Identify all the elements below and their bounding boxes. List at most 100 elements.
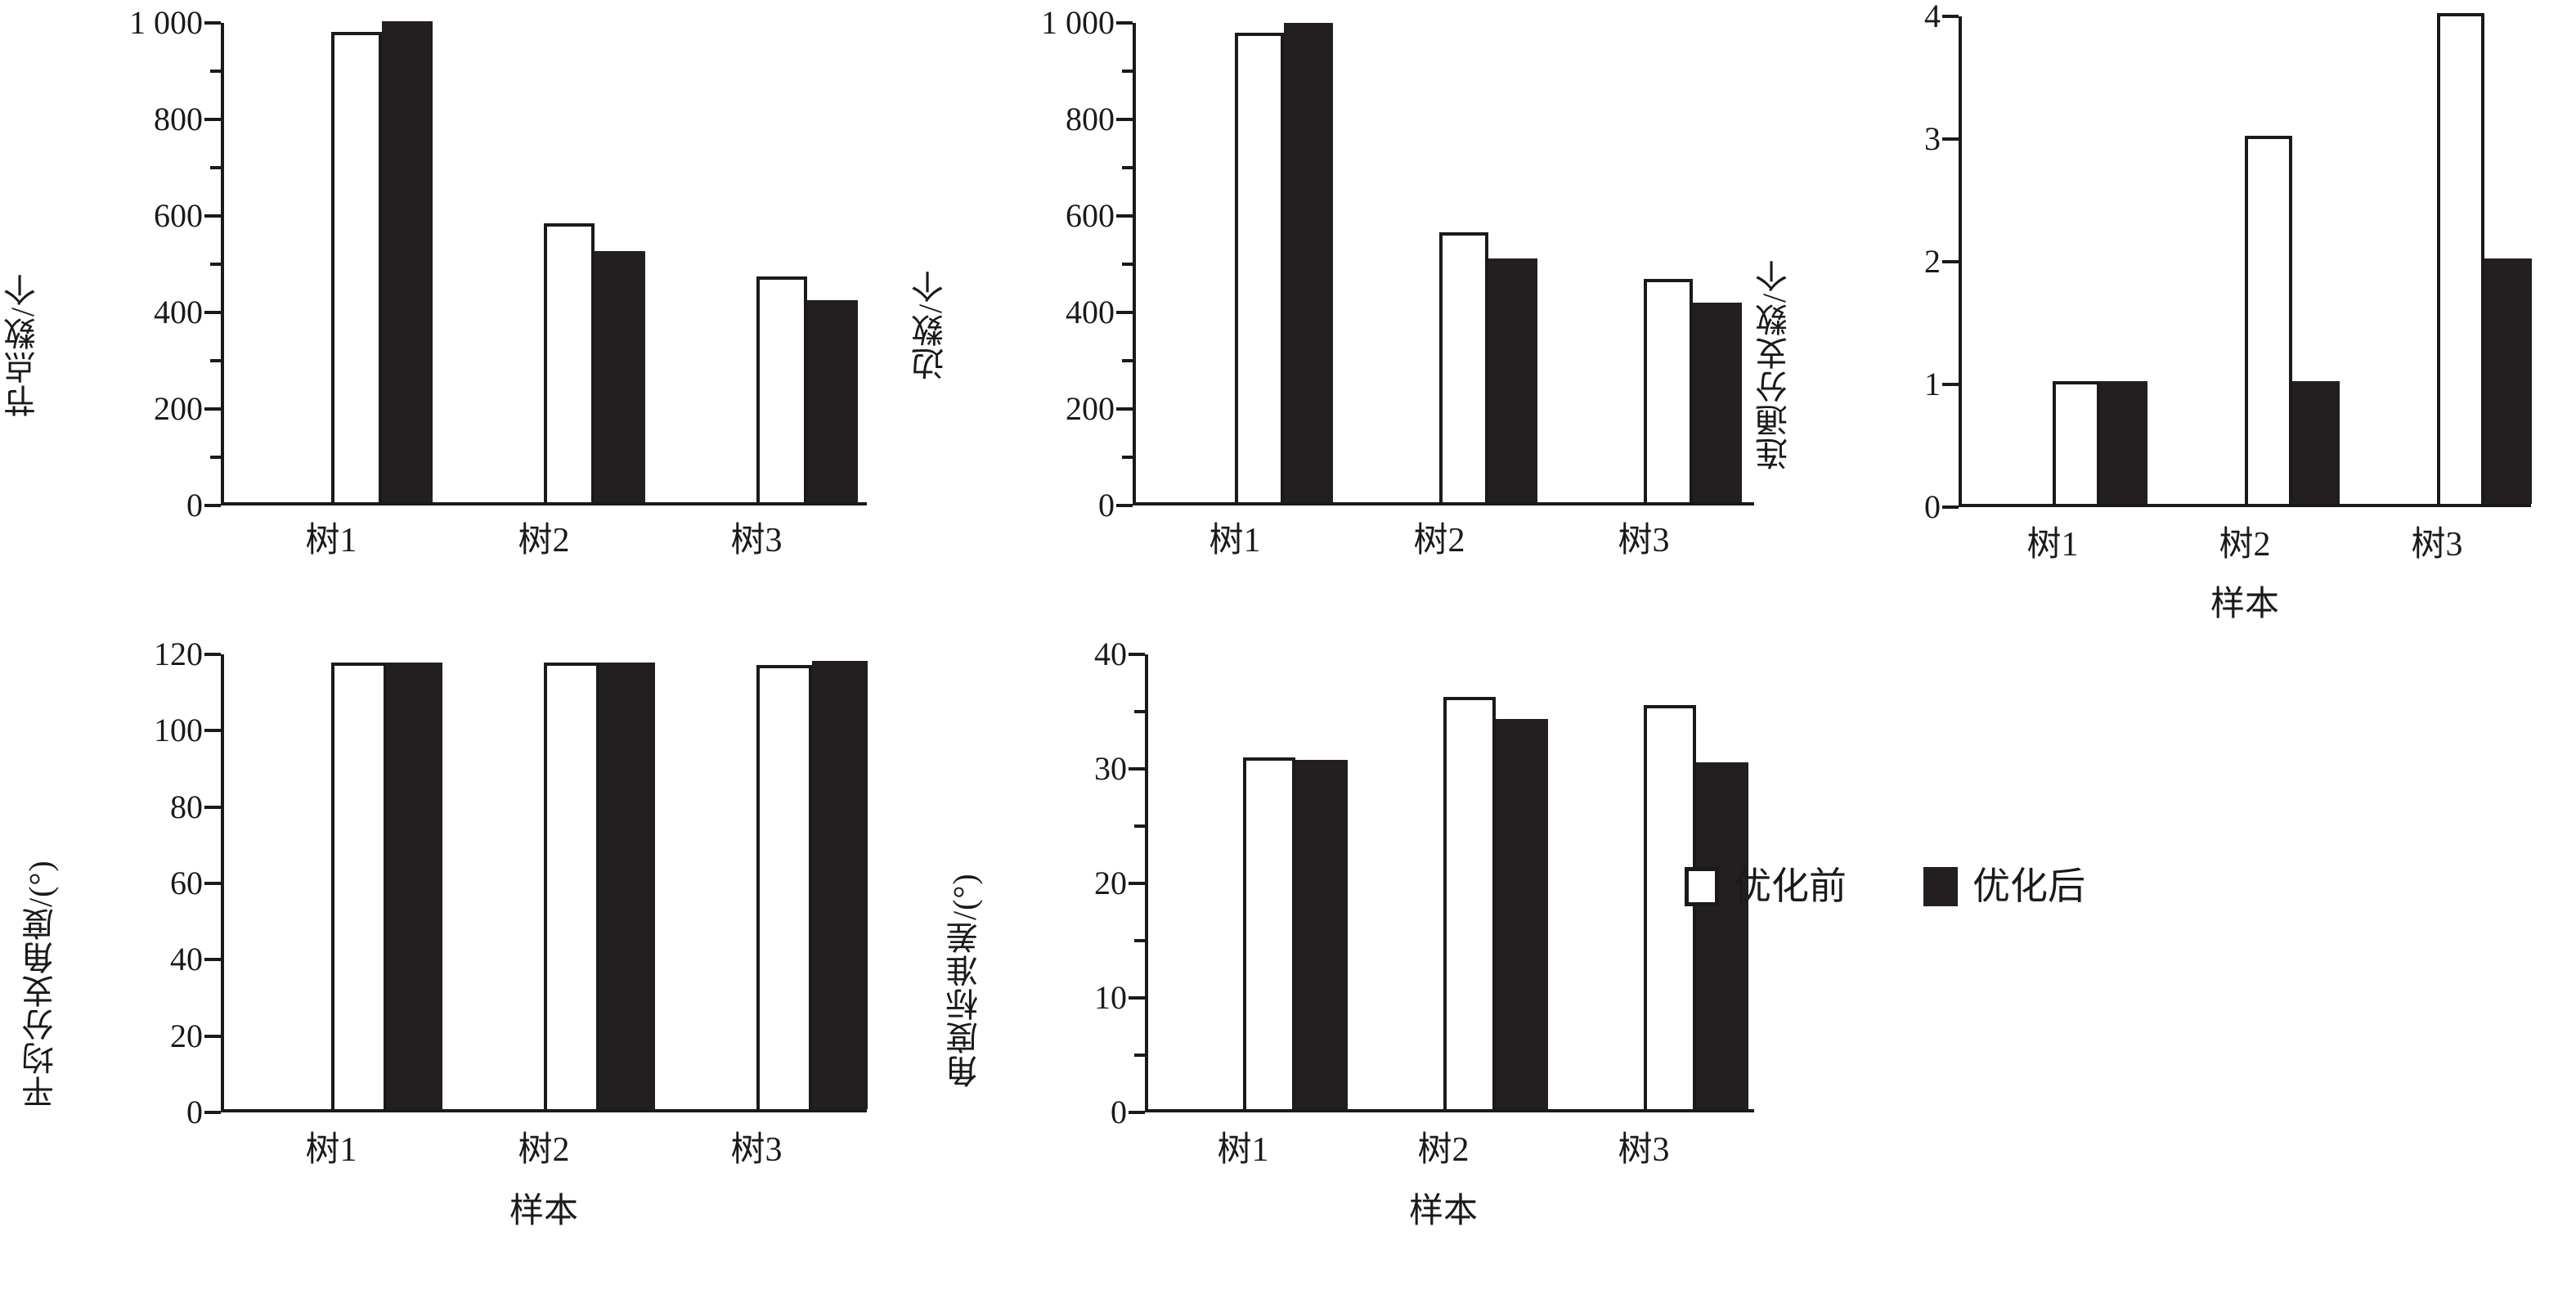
bar-group bbox=[2053, 13, 2147, 504]
x-axis-line bbox=[1133, 502, 1754, 505]
y-axis-minor-tick bbox=[1122, 359, 1133, 362]
y-axis-tick bbox=[1129, 882, 1145, 885]
x-tick-label: 树1 bbox=[1217, 1131, 1269, 1169]
y-axis-minor-tick bbox=[1122, 70, 1133, 73]
y-tick-label: 0 bbox=[1924, 488, 1941, 525]
bar-after-optimization bbox=[1693, 303, 1742, 502]
y-axis-minor-tick bbox=[1134, 939, 1145, 942]
y-axis-tick bbox=[1116, 407, 1133, 411]
plot-area: 0 1 2 3 4 bbox=[1924, 0, 2532, 523]
bar-after-optimization bbox=[599, 663, 655, 1109]
axes: 0 10 20 30 40 bbox=[1094, 638, 1754, 1129]
x-tick-label: 树3 bbox=[1618, 522, 1670, 559]
y-axis-minor-tick bbox=[1122, 456, 1133, 459]
bar-before-optimization bbox=[1439, 231, 1488, 502]
y-axis-minor-tick bbox=[1122, 166, 1133, 169]
chart-panel-mean-branch-angle: 平均分支角度/(°) 0 20 40 60 80 100 120 树1 树2 树3 样本 bbox=[0, 622, 883, 1292]
y-tick-label: 0 bbox=[186, 1094, 203, 1130]
y-axis-tick bbox=[1942, 137, 1959, 141]
y-tick-label: 120 bbox=[154, 636, 203, 672]
bar-group bbox=[1235, 20, 1333, 502]
y-axis-title: 角度标准差/(°) bbox=[946, 873, 983, 1088]
bar-group bbox=[756, 651, 868, 1109]
bar-before-optimization bbox=[1443, 697, 1496, 1109]
bar-group bbox=[1439, 20, 1537, 502]
bar-group-container bbox=[1959, 13, 2532, 504]
bar-after-optimization bbox=[2100, 381, 2147, 504]
y-axis-title: 平均分支角度/(°) bbox=[22, 860, 59, 1108]
chart-panel-connected-components: 连通分支数/个 0 1 2 3 4 树1 树2 树3 样本 bbox=[1756, 0, 2576, 654]
y-tick-label: 800 bbox=[154, 101, 203, 137]
y-tick-label: 0 bbox=[1098, 487, 1115, 523]
bar-before-optimization bbox=[544, 222, 595, 502]
x-axis-line bbox=[1145, 1109, 1754, 1112]
x-tick-label: 树1 bbox=[305, 1131, 357, 1169]
y-tick-label: 1 bbox=[1924, 366, 1941, 402]
y-tick-label: 40 bbox=[1094, 636, 1127, 672]
y-tick-label: 2 bbox=[1924, 243, 1941, 280]
y-axis-minor-tick bbox=[210, 263, 221, 266]
x-tick-label: 树2 bbox=[2219, 526, 2271, 564]
y-axis-title: 节点数/个 bbox=[4, 272, 41, 417]
y-axis-minor-tick bbox=[1134, 710, 1145, 713]
y-axis-line bbox=[1959, 16, 1962, 507]
bar-before-optimization bbox=[544, 663, 599, 1109]
y-axis-minor-tick bbox=[1134, 824, 1145, 828]
x-axis-title: 样本 bbox=[2210, 586, 2280, 623]
plot-area: 0 200 400 600 800 1 000 bbox=[1041, 7, 1754, 522]
x-axis-line bbox=[1959, 504, 2531, 507]
y-axis-tick bbox=[1116, 21, 1133, 25]
bar-before-optimization bbox=[1235, 32, 1284, 502]
x-tick-label: 树1 bbox=[305, 522, 357, 559]
y-axis-title: 边数/个 bbox=[912, 269, 949, 380]
bar-after-optimization bbox=[1496, 718, 1548, 1109]
bar-before-optimization bbox=[1644, 704, 1696, 1109]
axes: 0 200 400 600 800 1 000 bbox=[129, 7, 867, 522]
y-axis-minor-tick bbox=[210, 166, 221, 169]
x-tick-label: 树1 bbox=[1209, 522, 1261, 559]
x-tick-label: 树2 bbox=[1417, 1131, 1470, 1169]
y-axis-tick bbox=[1116, 118, 1133, 121]
x-axis-title: 样本 bbox=[1408, 1193, 1479, 1230]
x-tick-label: 树1 bbox=[2026, 526, 2079, 564]
y-axis-tick bbox=[204, 882, 221, 885]
plot-area: 0 20 40 60 80 100 120 bbox=[154, 638, 868, 1129]
axes: 0 200 400 600 800 1 000 bbox=[1041, 7, 1754, 522]
y-tick-label: 20 bbox=[170, 1017, 203, 1054]
bar-group-container bbox=[221, 20, 867, 502]
y-tick-label: 4 bbox=[1924, 0, 1941, 34]
y-tick-label: 3 bbox=[1924, 120, 1941, 157]
x-tick-label: 树3 bbox=[1618, 1131, 1670, 1169]
y-tick-label: 200 bbox=[1066, 390, 1115, 427]
plot-area: 0 200 400 600 800 1 000 bbox=[129, 7, 867, 522]
y-axis-line bbox=[1145, 654, 1148, 1112]
bar-group bbox=[2245, 13, 2340, 504]
x-tick-label: 树2 bbox=[518, 522, 570, 559]
bar-after-optimization bbox=[2292, 381, 2340, 504]
bar-before-optimization bbox=[2053, 381, 2100, 504]
y-axis-minor-tick bbox=[210, 70, 221, 73]
bar-after-optimization bbox=[382, 20, 433, 502]
y-axis-tick bbox=[1942, 505, 1959, 509]
y-tick-label: 0 bbox=[186, 487, 203, 523]
y-tick-label: 20 bbox=[1094, 865, 1127, 901]
y-axis-minor-tick bbox=[210, 359, 221, 362]
y-axis-line bbox=[221, 23, 224, 505]
y-tick-label: 30 bbox=[1094, 750, 1127, 787]
bar-group bbox=[756, 20, 858, 502]
y-tick-label: 80 bbox=[170, 788, 203, 825]
y-tick-label: 60 bbox=[170, 865, 203, 901]
x-axis-line bbox=[221, 1109, 867, 1112]
y-tick-label: 10 bbox=[1094, 979, 1127, 1016]
y-axis-tick bbox=[204, 1034, 221, 1038]
y-axis-tick bbox=[204, 958, 221, 962]
x-tick-label: 树3 bbox=[730, 522, 783, 559]
y-axis-tick bbox=[204, 504, 221, 507]
chart-panel-edge-count: 边数/个 0 200 400 600 800 1 000 树1 树2 树3 bbox=[883, 0, 1758, 589]
y-axis-tick bbox=[1129, 996, 1145, 1000]
x-tick-label: 树2 bbox=[1413, 522, 1465, 559]
bar-before-optimization bbox=[1243, 757, 1295, 1109]
y-axis-tick bbox=[1116, 311, 1133, 314]
y-axis-tick bbox=[204, 729, 221, 733]
